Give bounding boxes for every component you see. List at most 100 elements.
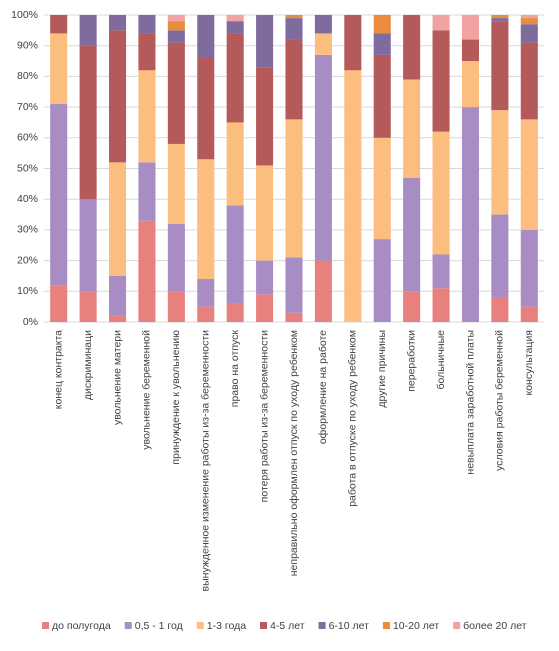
bar-segment (50, 33, 68, 105)
x-tick-label: увольнение беременной (141, 330, 153, 450)
legend-swatch (124, 622, 132, 629)
bar-segment (491, 297, 509, 322)
y-tick-label: 70% (17, 101, 38, 113)
bar-segment (520, 42, 538, 120)
bar-segment (432, 288, 450, 322)
y-tick-label: 10% (17, 285, 38, 297)
x-tick-label: условия работы беременной (494, 330, 506, 471)
bar-segment (491, 21, 509, 111)
x-tick-label: дискриминаци (82, 330, 94, 400)
legend-label: 4-5 лет (270, 620, 305, 632)
bar-segment (197, 15, 215, 58)
bar-segment (50, 285, 68, 322)
bar-segment (109, 315, 127, 322)
bar-segment (197, 57, 215, 160)
bar-segment (285, 119, 303, 258)
bar-segment (167, 223, 185, 292)
legend-label: 0,5 - 1 год (135, 620, 183, 632)
bar-segment (520, 229, 538, 307)
bar-segment (167, 42, 185, 144)
legend-label: 10-20 лет (393, 620, 439, 632)
y-tick-label: 80% (17, 70, 38, 82)
bar-segment (167, 15, 185, 22)
bar-segment (373, 137, 391, 240)
bar-segment (197, 306, 215, 322)
y-tick-label: 50% (17, 162, 38, 174)
bar-segment (167, 30, 185, 43)
bar-segment (285, 39, 303, 120)
legend-label: 6-10 лет (329, 620, 370, 632)
bar-segment (520, 24, 538, 43)
bar-segment (403, 177, 421, 292)
x-tick-label: увольнение матери (111, 330, 123, 425)
bar-segment (432, 15, 450, 31)
legend-swatch (260, 622, 268, 629)
bar-segment (256, 67, 274, 166)
x-tick-label: неправильно оформлен отпуск по уходу реб… (288, 330, 300, 576)
bar-segment (432, 131, 450, 255)
x-tick-label: невыплата заработной платы (464, 330, 476, 475)
legend-swatch (382, 622, 390, 629)
x-tick-label: больничные (435, 330, 447, 390)
bar-segment (520, 18, 538, 25)
bar-segment (403, 291, 421, 322)
y-tick-label: 60% (17, 132, 38, 144)
bar-segment (491, 18, 509, 22)
bar-segment (491, 15, 509, 19)
bar-segment (520, 119, 538, 230)
y-tick-label: 20% (17, 254, 38, 266)
y-tick-label: 100% (11, 9, 38, 21)
x-tick-label: право на отпуск (229, 330, 241, 408)
y-tick-label: 30% (17, 224, 38, 236)
bar-segment (256, 165, 274, 261)
bar-segment (344, 70, 362, 322)
x-tick-label: консультация (523, 330, 535, 396)
bar-segment (79, 291, 97, 322)
bar-segment (109, 275, 127, 316)
bar-segment (314, 54, 332, 261)
y-tick-label: 0% (23, 316, 38, 328)
x-tick-label: переработки (405, 330, 417, 392)
x-tick-label: вынужденное изменение работы из-за берем… (200, 330, 212, 592)
bar-segment (167, 143, 185, 224)
bar-segment (373, 15, 391, 34)
bar-segment (461, 107, 479, 322)
bar-segment (138, 220, 156, 322)
bar-segment (197, 279, 215, 307)
bar-segment (109, 162, 127, 276)
x-tick-label: другие причины (376, 330, 388, 408)
bar-segment (226, 33, 244, 123)
bar-segment (373, 239, 391, 322)
bar-segment (226, 15, 244, 22)
bar-segment (79, 199, 97, 292)
x-tick-label: потеря работы из-за беременности (258, 330, 270, 502)
bar-segment (50, 15, 68, 34)
bar-segment (520, 306, 538, 322)
bar-segment (491, 214, 509, 298)
bar-segment (138, 70, 156, 163)
bar-segment (167, 21, 185, 31)
bar-segment (432, 254, 450, 289)
bar-segment (256, 260, 274, 295)
legend-swatch (318, 622, 326, 629)
legend-label: 1-3 года (207, 620, 246, 632)
bar-segment (109, 15, 127, 31)
bar-segment (461, 39, 479, 62)
bar-segment (167, 291, 185, 322)
bar-segment (373, 33, 391, 55)
bar-segment (285, 257, 303, 313)
bar-segment (403, 79, 421, 178)
bar-segment (491, 110, 509, 215)
bar-segment (109, 30, 127, 163)
bar-segment (226, 122, 244, 206)
bar-segment (79, 45, 97, 200)
x-tick-label: конец контракта (52, 330, 64, 409)
bar-segment (520, 15, 538, 19)
bar-segment (197, 159, 215, 280)
bar-segment (138, 33, 156, 71)
bar-segment (461, 61, 479, 108)
bar-segment (138, 15, 156, 34)
bar-segment (138, 162, 156, 221)
bar-segment (314, 260, 332, 322)
